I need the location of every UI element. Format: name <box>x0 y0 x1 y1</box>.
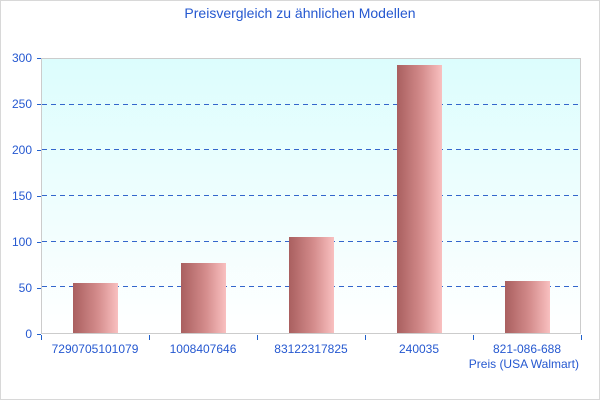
y-axis-tick-100 <box>37 242 41 243</box>
y-axis-tick-150 <box>37 196 41 197</box>
bar-7290705101079 <box>73 283 118 333</box>
bar-821-086-688 <box>505 281 550 333</box>
x-axis-tick-2 <box>257 335 258 340</box>
y-axis-label-250: 250 <box>11 97 32 111</box>
x-axis-title: Preis (USA Walmart) <box>468 357 579 371</box>
bar-83122317825 <box>289 237 334 333</box>
y-axis-label-300: 300 <box>11 51 32 65</box>
x-axis-label-240035: 240035 <box>398 342 440 356</box>
gridline-250 <box>42 103 580 105</box>
y-axis-label-200: 200 <box>11 143 32 157</box>
x-axis-tick-4 <box>473 335 474 340</box>
chart-title: Preisvergleich zu ähnlichen Modellen <box>184 5 416 21</box>
y-axis-tick-300 <box>37 58 41 59</box>
x-axis-tick-3 <box>365 335 366 340</box>
x-axis-label-83122317825: 83122317825 <box>274 342 348 356</box>
y-axis-label-50: 50 <box>18 281 32 295</box>
gridline-200 <box>42 149 580 151</box>
y-axis-tick-200 <box>37 150 41 151</box>
gridline-150 <box>42 195 580 196</box>
plot-area <box>41 58 581 334</box>
x-axis-tick-5 <box>581 335 582 340</box>
y-axis-label-100: 100 <box>11 235 32 249</box>
y-axis-tick-250 <box>37 104 41 105</box>
y-axis-label-0: 0 <box>25 327 32 341</box>
bar-240035 <box>397 65 442 333</box>
x-axis-tick-1 <box>149 335 150 340</box>
y-axis-tick-0 <box>37 334 41 335</box>
x-axis-label-1008407646: 1008407646 <box>169 342 237 356</box>
y-axis-tick-50 <box>37 288 41 289</box>
bar-1008407646 <box>181 263 226 333</box>
x-axis-tick-0 <box>41 335 42 340</box>
x-axis-label-821-086-688: 821-086-688 <box>492 342 562 356</box>
y-axis-label-150: 150 <box>11 189 32 203</box>
x-axis-label-7290705101079: 7290705101079 <box>51 342 139 356</box>
